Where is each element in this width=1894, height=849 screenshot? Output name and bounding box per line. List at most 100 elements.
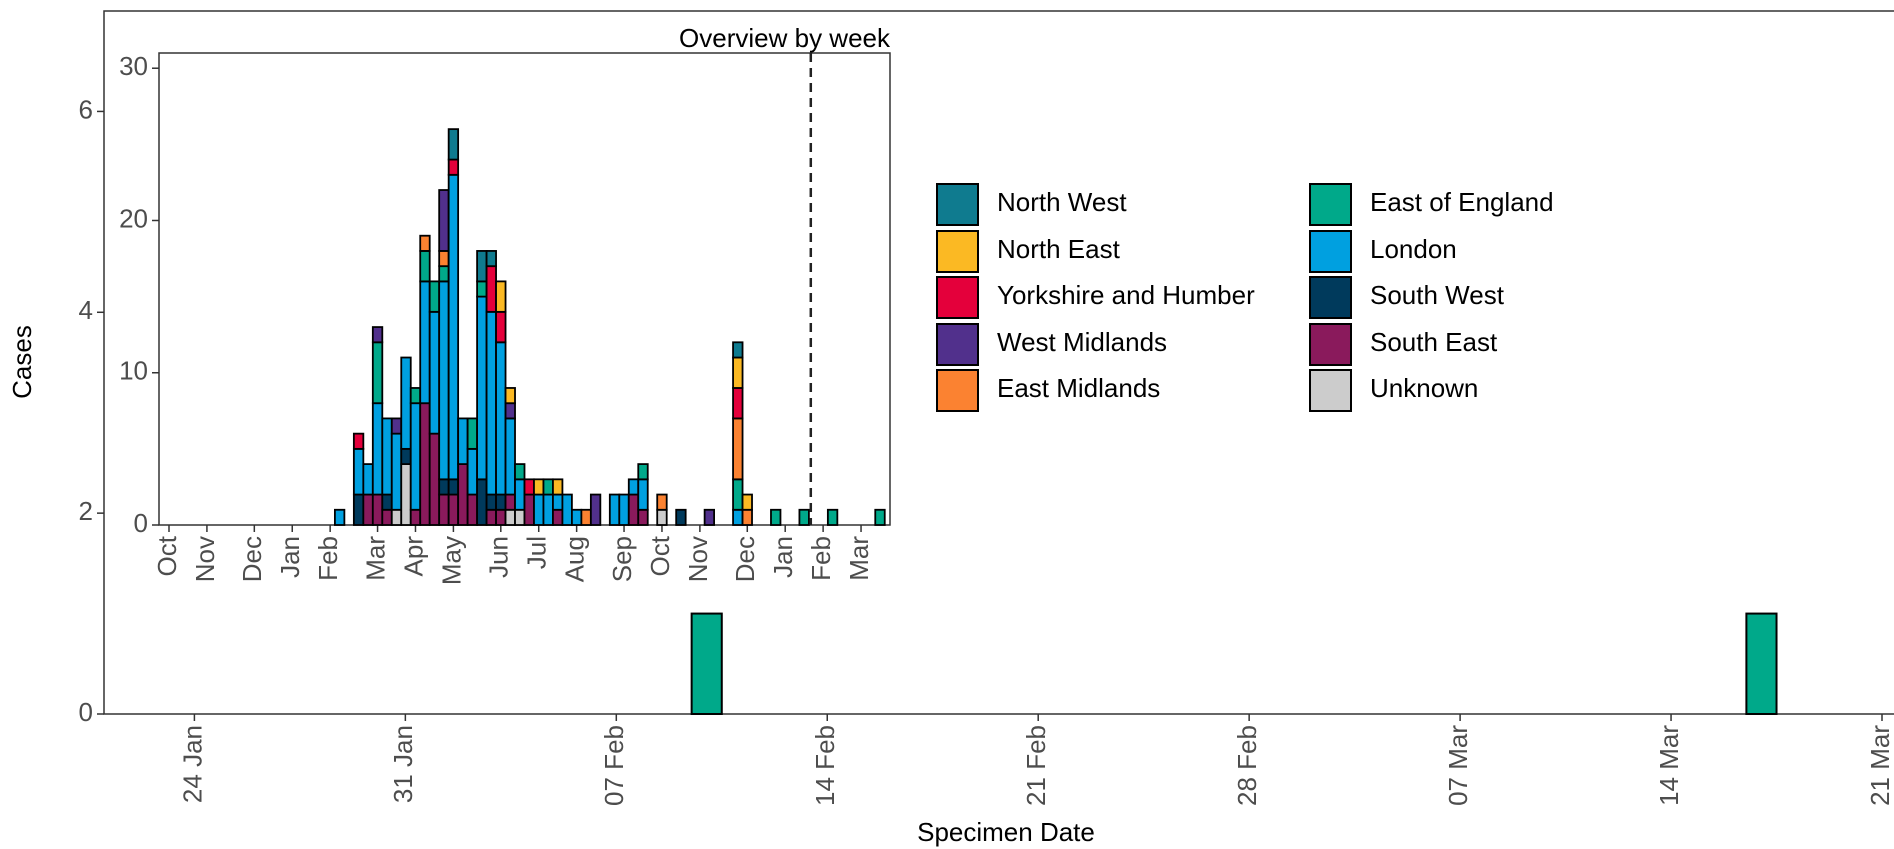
bar-segment — [466, 417, 478, 450]
bar-segment — [419, 280, 431, 405]
x-tick-label: Oct — [152, 535, 182, 576]
legend-label: North West — [997, 187, 1127, 217]
bar-segment — [438, 189, 450, 252]
bar-segment — [514, 463, 526, 481]
bar-segment — [400, 463, 412, 526]
bar-segment — [552, 508, 564, 526]
legend-swatch — [1309, 276, 1352, 319]
bar-segment — [457, 463, 469, 526]
bar-segment — [589, 493, 602, 526]
legend-swatch — [936, 230, 979, 273]
bar-segment — [371, 493, 384, 526]
inset-panel — [158, 52, 891, 526]
bar-segment — [504, 402, 516, 420]
bar-segment — [419, 402, 431, 526]
bar-segment — [504, 417, 516, 496]
legend-swatch — [1309, 230, 1352, 273]
bar-segment — [447, 128, 460, 161]
bar-segment — [637, 508, 649, 526]
bar-segment — [352, 432, 365, 450]
bar-segment — [627, 493, 640, 526]
bar-segment — [552, 493, 564, 511]
x-tick-label: Jan — [768, 536, 798, 578]
bar-segment — [571, 508, 583, 526]
bar-segment — [608, 493, 621, 526]
bar-segment — [362, 493, 374, 526]
bar-segment — [732, 417, 744, 481]
bar-segment — [627, 478, 640, 496]
bar-segment — [447, 173, 460, 481]
bar-segment — [400, 356, 412, 450]
x-tick-label: 14 Mar — [1654, 725, 1684, 806]
bar-segment — [390, 432, 403, 511]
x-tick-label: May — [436, 536, 466, 585]
bar-segment — [485, 508, 497, 526]
bar-segment — [826, 508, 839, 526]
x-tick-label: Dec — [730, 536, 760, 582]
bar-segment — [352, 493, 365, 526]
legend-label: South East — [1370, 327, 1498, 357]
y-tick-label: 0 — [134, 508, 148, 538]
bar-segment — [438, 265, 450, 283]
bar-segment — [438, 280, 450, 481]
bar-segment — [618, 493, 630, 526]
legend-swatch — [1309, 323, 1352, 366]
bar-segment — [533, 478, 545, 496]
bar-segment — [409, 402, 422, 511]
bar-segment — [485, 250, 497, 268]
y-tick-label: 4 — [79, 295, 93, 325]
bar-segment — [333, 508, 346, 526]
x-tick-label: 21 Mar — [1865, 725, 1894, 806]
bar-segment — [428, 310, 441, 435]
x-tick-label: Apr — [398, 536, 428, 577]
bar-segment — [457, 417, 469, 465]
legend-label: East of England — [1370, 187, 1554, 217]
bar-segment — [428, 280, 441, 313]
bar-segment — [533, 493, 545, 526]
bar-segment — [495, 280, 507, 313]
bar-segment — [476, 478, 488, 526]
bar-segment — [656, 493, 668, 511]
bar-segment — [409, 508, 422, 526]
bar-segment — [732, 341, 744, 359]
x-tick-label: 28 Feb — [1232, 725, 1262, 806]
bar-segment — [447, 158, 460, 176]
bar-segment — [637, 478, 649, 511]
bar-segment — [362, 463, 374, 496]
x-tick-label: Jan — [275, 536, 305, 578]
bar-segment — [476, 295, 488, 481]
bar-segment — [390, 417, 403, 435]
bar-segment — [637, 463, 649, 481]
bar-segment — [438, 250, 450, 268]
bar-segment — [390, 508, 403, 526]
bar-segment — [476, 280, 488, 298]
x-tick-label: Jun — [484, 536, 514, 578]
bar-segment — [504, 508, 516, 526]
legend-label: East Midlands — [997, 373, 1160, 403]
bar-segment — [371, 326, 384, 344]
y-tick-label: 6 — [79, 94, 93, 124]
legend-swatch — [936, 369, 979, 412]
bar-segment — [419, 234, 431, 252]
bar — [1745, 612, 1778, 715]
bar-segment — [447, 478, 460, 496]
bar-segment — [485, 265, 497, 313]
bar-segment — [514, 508, 526, 526]
x-tick-label: 21 Feb — [1021, 725, 1051, 806]
x-tick-label: Aug — [560, 536, 590, 582]
bar-segment — [770, 508, 782, 526]
x-tick-label: 31 Jan — [388, 725, 418, 803]
bar-segment — [514, 478, 526, 511]
bar — [690, 612, 723, 715]
bar-segment — [495, 508, 507, 526]
bar-segment — [381, 417, 393, 496]
bar-segment — [371, 341, 384, 405]
legend-swatch — [1309, 183, 1352, 226]
x-tick-label: Oct — [645, 535, 675, 576]
bar-segment — [656, 508, 668, 526]
bar-segment — [419, 250, 431, 283]
legend-label: South West — [1370, 280, 1505, 310]
bar-segment — [703, 508, 715, 526]
inset-title: Overview by week — [679, 23, 891, 53]
